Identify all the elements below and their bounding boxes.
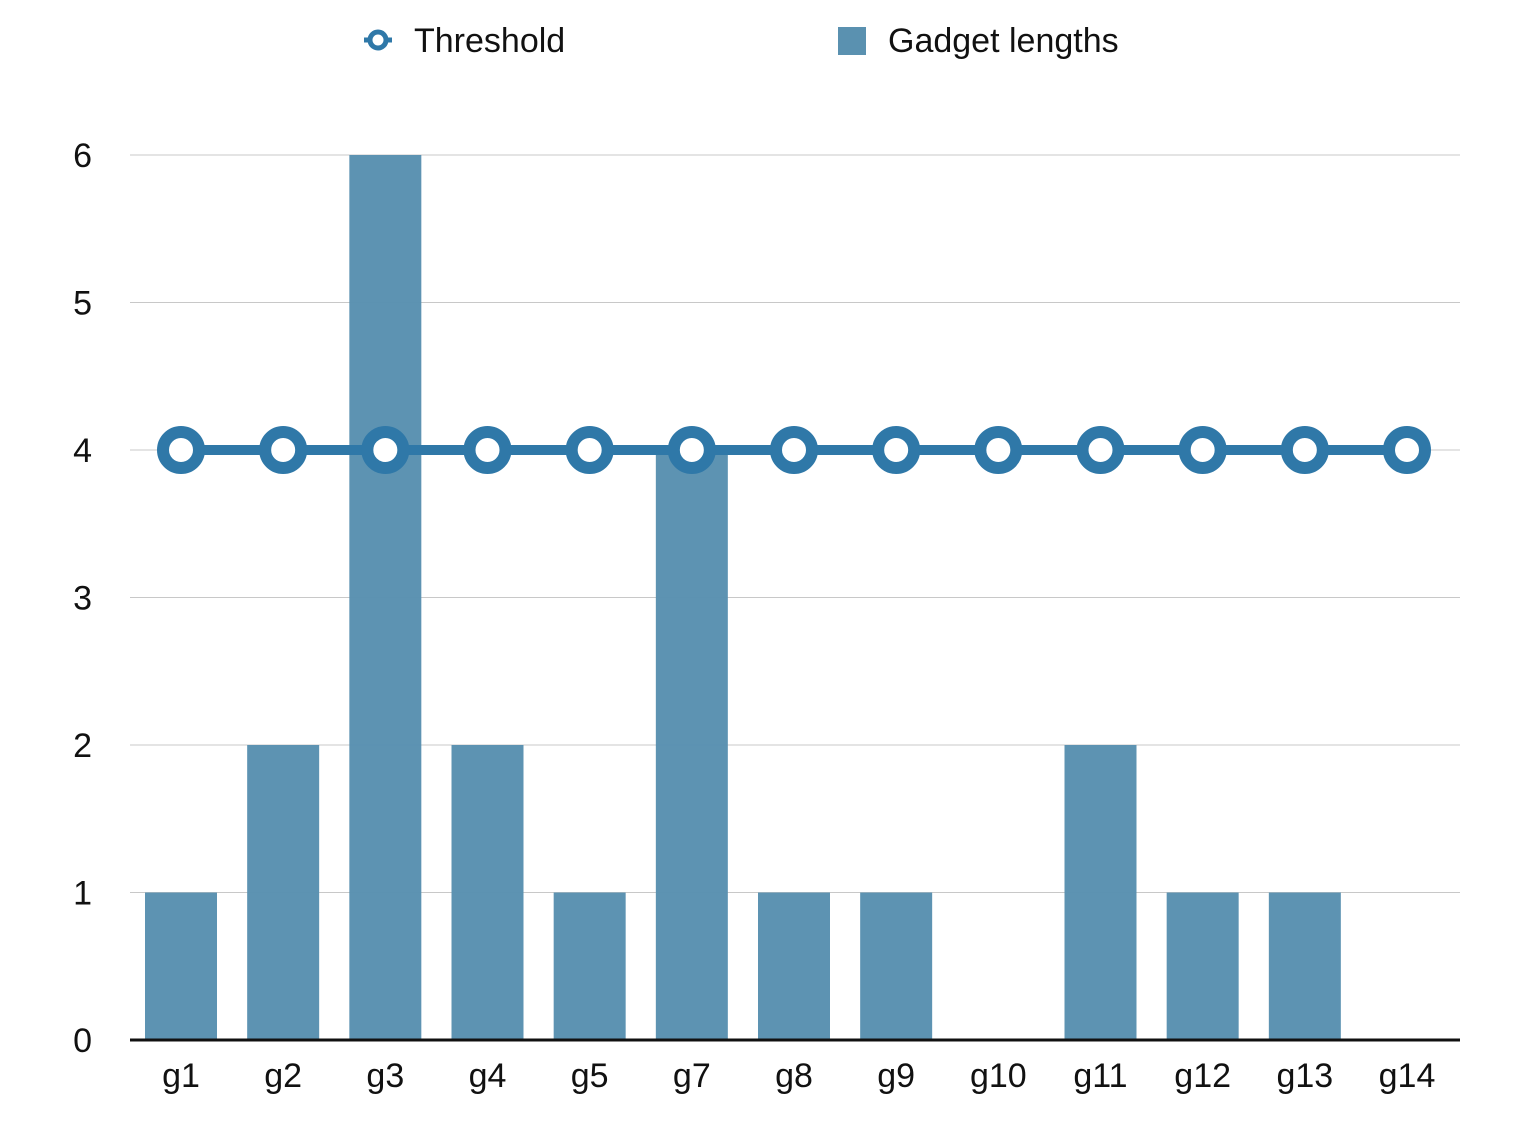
- bar-g3: [349, 155, 422, 1040]
- bar-series: [145, 155, 1341, 1040]
- threshold-point-g3: [361, 426, 410, 474]
- bar-g8: [758, 892, 830, 1040]
- threshold-point-g5: [565, 426, 614, 474]
- x-tick-label: g4: [469, 1057, 507, 1095]
- x-tick-label: g9: [877, 1057, 915, 1095]
- bar-g2: [247, 745, 320, 1040]
- x-tick-label: g5: [571, 1057, 609, 1095]
- y-tick-label: 5: [73, 285, 92, 323]
- threshold-point-g8: [770, 426, 818, 474]
- x-tick-label: g3: [366, 1057, 404, 1095]
- bar-g7: [655, 450, 728, 1040]
- bar-g12: [1166, 892, 1239, 1040]
- y-tick-label: 3: [73, 580, 92, 618]
- x-axis-tick-labels: g1 g2 g3 g4 g5 g7 g8 g9 g10 g11 g12 g13 g14: [162, 1057, 1435, 1095]
- bar-g1: [145, 892, 217, 1040]
- x-tick-label: g8: [775, 1057, 813, 1095]
- x-tick-label: g10: [970, 1057, 1027, 1095]
- y-tick-label: 4: [73, 432, 92, 470]
- bar-g4: [451, 745, 524, 1040]
- threshold-point-g11: [1076, 426, 1125, 474]
- threshold-point-g2: [259, 426, 308, 474]
- x-tick-label: g2: [264, 1057, 302, 1095]
- legend-marker-swatch: [367, 29, 389, 51]
- x-tick-label: g14: [1379, 1057, 1436, 1095]
- threshold-series: [157, 426, 1431, 474]
- x-tick-label: g13: [1276, 1057, 1333, 1095]
- threshold-point-g7: [667, 426, 716, 474]
- threshold-point-g12: [1178, 426, 1227, 474]
- gridlines: [130, 154, 1460, 893]
- threshold-point-g4: [463, 426, 512, 474]
- x-tick-label: g12: [1174, 1057, 1231, 1095]
- y-tick-label: 2: [73, 727, 92, 765]
- threshold-point-g10: [974, 426, 1023, 474]
- y-tick-label: 6: [73, 137, 92, 175]
- legend-item-gadget-lengths: Gadget lengths: [838, 22, 1119, 60]
- threshold-point-g9: [872, 426, 921, 474]
- legend: Threshold Gadget lengths: [364, 22, 1119, 60]
- threshold-point-g1: [157, 426, 205, 474]
- y-axis-tick-labels: 0 1 2 3 4 5 6: [73, 137, 92, 1060]
- threshold-point-g13: [1280, 426, 1329, 474]
- legend-item-threshold: Threshold: [364, 22, 565, 60]
- bar-g11: [1064, 745, 1137, 1040]
- y-tick-label: 1: [73, 875, 92, 913]
- x-tick-label: g1: [162, 1057, 200, 1095]
- legend-label-gadget-lengths: Gadget lengths: [888, 22, 1119, 60]
- x-tick-label: g7: [673, 1057, 711, 1095]
- legend-bar-swatch: [838, 27, 866, 55]
- threshold-point-g14: [1383, 426, 1431, 474]
- legend-label-threshold: Threshold: [414, 22, 565, 60]
- bar-g13: [1268, 892, 1341, 1040]
- bar-g5: [553, 892, 626, 1040]
- x-tick-label: g11: [1073, 1057, 1127, 1095]
- y-tick-label: 0: [73, 1022, 92, 1060]
- bar-g9: [860, 892, 933, 1040]
